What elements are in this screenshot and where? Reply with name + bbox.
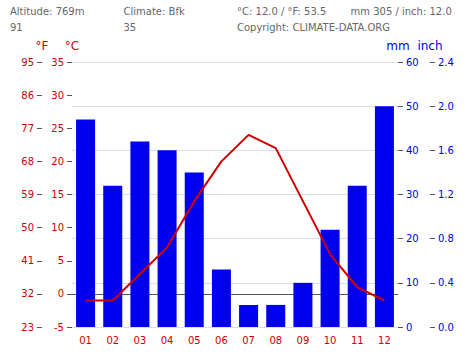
svg-text:°C: 12.0 / °F: 53.5: °C: 12.0 / °F: 53.5 [237, 6, 326, 17]
svg-text:68: 68 [21, 156, 34, 167]
svg-text:40: 40 [406, 145, 419, 156]
svg-text:10: 10 [51, 222, 64, 233]
svg-text:11: 11 [351, 335, 364, 346]
svg-text:15: 15 [51, 189, 64, 200]
svg-text:°F: °F [36, 39, 49, 53]
svg-text:0: 0 [58, 288, 64, 299]
svg-text:50: 50 [406, 101, 419, 112]
svg-text:20: 20 [51, 156, 64, 167]
svg-text:mm: mm [386, 39, 409, 53]
svg-text:0.0: 0.0 [438, 322, 454, 333]
svg-text:59: 59 [21, 189, 34, 200]
svg-text:Climate: Bfk: Climate: Bfk [124, 6, 185, 17]
svg-text:86: 86 [21, 90, 34, 101]
svg-text:08: 08 [269, 335, 282, 346]
svg-text:Altitude: 769m: Altitude: 769m [10, 6, 84, 17]
svg-text:12: 12 [378, 335, 391, 346]
svg-text:30: 30 [406, 189, 419, 200]
svg-text:10: 10 [406, 277, 419, 288]
svg-text:91: 91 [10, 22, 23, 33]
svg-text:02: 02 [106, 335, 119, 346]
svg-text:50: 50 [21, 222, 34, 233]
svg-text:2.0: 2.0 [438, 101, 454, 112]
svg-text:1.6: 1.6 [438, 145, 454, 156]
svg-text:32: 32 [21, 288, 34, 299]
svg-text:60: 60 [406, 57, 419, 68]
svg-text:25: 25 [51, 123, 64, 134]
svg-text:41: 41 [21, 255, 34, 266]
svg-text:1.2: 1.2 [438, 189, 454, 200]
svg-text:Copyright: CLIMATE-DATA.ORG: Copyright: CLIMATE-DATA.ORG [237, 22, 390, 33]
svg-text:mm 305 / inch: 12.0: mm 305 / inch: 12.0 [351, 6, 452, 17]
svg-text:77: 77 [21, 123, 34, 134]
svg-text:0.4: 0.4 [438, 277, 454, 288]
svg-text:35: 35 [51, 57, 64, 68]
svg-text:inch: inch [417, 39, 442, 53]
svg-text:30: 30 [51, 90, 64, 101]
svg-text:10: 10 [324, 335, 337, 346]
svg-text:-5: -5 [54, 322, 64, 333]
svg-text:5: 5 [58, 255, 64, 266]
svg-text:0: 0 [406, 322, 412, 333]
svg-text:07: 07 [242, 335, 255, 346]
svg-text:06: 06 [215, 335, 228, 346]
svg-text:05: 05 [188, 335, 201, 346]
svg-text:0.8: 0.8 [438, 233, 454, 244]
svg-text:09: 09 [297, 335, 310, 346]
svg-text:2.4: 2.4 [438, 57, 454, 68]
svg-text:95: 95 [21, 57, 34, 68]
svg-text:01: 01 [79, 335, 92, 346]
svg-text:20: 20 [406, 233, 419, 244]
svg-text:04: 04 [161, 335, 174, 346]
svg-text:°C: °C [65, 39, 79, 53]
svg-text:23: 23 [21, 322, 34, 333]
svg-text:03: 03 [134, 335, 147, 346]
svg-text:35: 35 [124, 22, 137, 33]
